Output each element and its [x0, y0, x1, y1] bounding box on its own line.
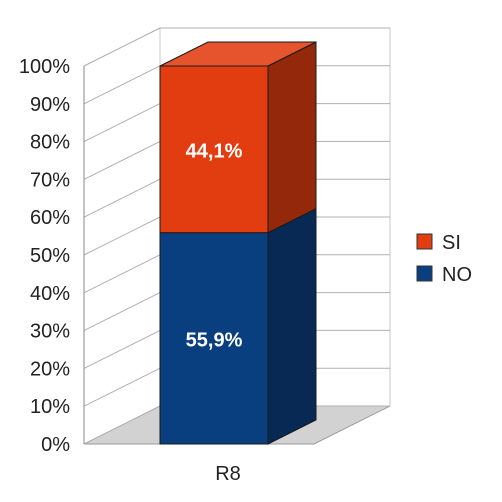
y-tick-label: 20% — [30, 358, 70, 380]
x-tick-label: R8 — [215, 463, 241, 485]
bar-stack: 55,9% 44,1% — [159, 41, 317, 445]
gridline-side — [83, 103, 161, 143]
bar-segment-no: 55,9% — [159, 207, 317, 445]
y-tick-label: 80% — [30, 132, 70, 154]
y-tick-label: 50% — [30, 245, 70, 267]
y-axis-ticks: 0% 10% 20% 30% 40% 50% 60% 70% 80% 90% 100% — [19, 56, 70, 456]
gridline-side — [83, 65, 161, 105]
bar-side-no — [267, 207, 317, 445]
gridline-side — [83, 140, 161, 180]
data-label-no: 55,9% — [186, 329, 243, 351]
y-tick-label: 90% — [30, 94, 70, 116]
gridline-side — [83, 405, 161, 445]
legend-label: NO — [442, 264, 472, 286]
bar-side-si — [267, 41, 317, 234]
y-tick-label: 30% — [30, 321, 70, 343]
y-tick-label: 100% — [19, 56, 70, 78]
gridline-side — [83, 178, 161, 218]
gridline-side — [83, 292, 161, 332]
legend-item-no: NO — [416, 264, 472, 286]
bar-top-si — [159, 41, 317, 67]
legend-swatch — [416, 233, 433, 250]
x-axis-ticks: R8 — [215, 463, 241, 485]
legend: SI NO — [416, 232, 472, 286]
gridline-side — [83, 27, 161, 67]
bar-segment-si: 44,1% — [159, 41, 317, 234]
y-tick-label: 0% — [41, 434, 70, 456]
y-tick-label: 60% — [30, 207, 70, 229]
data-label-si: 44,1% — [186, 140, 243, 162]
gridline-side — [83, 329, 161, 369]
y-tick-label: 40% — [30, 283, 70, 305]
bar-front-no — [159, 232, 269, 445]
y-tick-label: 70% — [30, 169, 70, 191]
y-tick-label: 10% — [30, 396, 70, 418]
gridline-side — [83, 216, 161, 256]
legend-label: SI — [442, 232, 461, 254]
gridline-side — [83, 254, 161, 294]
legend-item-si: SI — [416, 232, 461, 254]
legend-swatch — [416, 265, 433, 282]
gridline-side — [83, 367, 161, 407]
